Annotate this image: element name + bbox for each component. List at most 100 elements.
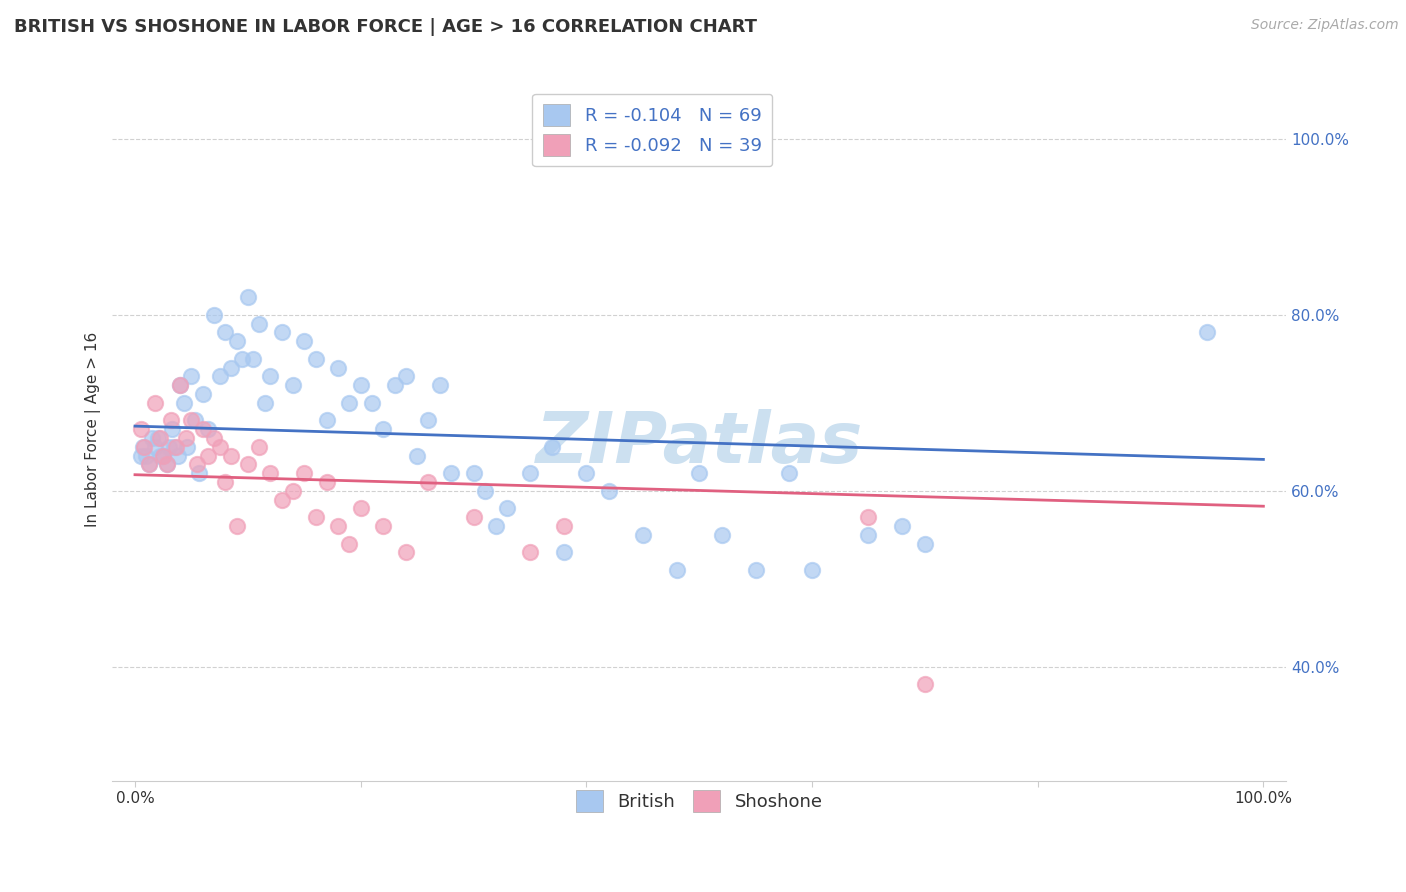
Point — [519, 545, 541, 559]
Point — [519, 466, 541, 480]
Point — [418, 475, 440, 489]
Point — [858, 510, 880, 524]
Point — [496, 501, 519, 516]
Point — [191, 422, 214, 436]
Point — [132, 440, 155, 454]
Point — [281, 483, 304, 498]
Point — [180, 369, 202, 384]
Point — [155, 458, 177, 472]
Point — [373, 422, 395, 436]
Point — [292, 334, 315, 349]
Point — [143, 396, 166, 410]
Point — [270, 326, 292, 340]
Point — [337, 536, 360, 550]
Point — [160, 422, 183, 436]
Point — [208, 369, 231, 384]
Point — [166, 449, 188, 463]
Point — [598, 483, 620, 498]
Point — [914, 536, 936, 550]
Point — [184, 413, 207, 427]
Point — [129, 422, 152, 436]
Point — [214, 326, 236, 340]
Point — [188, 466, 211, 480]
Point — [326, 360, 349, 375]
Point — [418, 413, 440, 427]
Point — [1195, 326, 1218, 340]
Point — [163, 440, 186, 454]
Point — [214, 475, 236, 489]
Point — [463, 510, 485, 524]
Text: Source: ZipAtlas.com: Source: ZipAtlas.com — [1251, 18, 1399, 32]
Point — [304, 510, 326, 524]
Point — [169, 378, 191, 392]
Point — [197, 449, 219, 463]
Point — [202, 308, 225, 322]
Text: BRITISH VS SHOSHONE IN LABOR FORCE | AGE > 16 CORRELATION CHART: BRITISH VS SHOSHONE IN LABOR FORCE | AGE… — [14, 18, 756, 36]
Point — [149, 431, 172, 445]
Point — [575, 466, 598, 480]
Point — [474, 483, 496, 498]
Point — [270, 492, 292, 507]
Point — [337, 396, 360, 410]
Point — [143, 440, 166, 454]
Point — [169, 378, 191, 392]
Point — [891, 519, 914, 533]
Point — [197, 422, 219, 436]
Point — [149, 449, 172, 463]
Point — [350, 501, 373, 516]
Point — [236, 290, 259, 304]
Legend: British, Shoshone: British, Shoshone — [564, 778, 835, 825]
Point — [219, 360, 242, 375]
Point — [373, 519, 395, 533]
Point — [247, 440, 270, 454]
Point — [165, 440, 187, 454]
Point — [157, 440, 180, 454]
Point — [688, 466, 710, 480]
Point — [219, 449, 242, 463]
Point — [160, 413, 183, 427]
Point — [631, 527, 654, 541]
Point — [231, 351, 253, 366]
Point — [361, 396, 384, 410]
Point — [202, 431, 225, 445]
Point — [395, 369, 418, 384]
Point — [138, 458, 160, 472]
Point — [155, 458, 177, 472]
Point — [665, 563, 688, 577]
Point — [553, 545, 575, 559]
Text: ZIPatlas: ZIPatlas — [536, 409, 863, 478]
Point — [259, 369, 281, 384]
Point — [406, 449, 429, 463]
Point — [173, 396, 195, 410]
Point — [315, 413, 337, 427]
Point — [138, 458, 160, 472]
Point — [152, 449, 174, 463]
Point — [553, 519, 575, 533]
Point — [326, 519, 349, 533]
Point — [129, 449, 152, 463]
Point — [304, 351, 326, 366]
Point — [247, 317, 270, 331]
Point — [744, 563, 766, 577]
Point — [429, 378, 451, 392]
Point — [281, 378, 304, 392]
Point — [176, 440, 198, 454]
Point — [292, 466, 315, 480]
Point — [191, 387, 214, 401]
Point — [225, 519, 247, 533]
Point — [914, 677, 936, 691]
Point — [208, 440, 231, 454]
Point — [259, 466, 281, 480]
Point — [152, 449, 174, 463]
Point — [146, 431, 169, 445]
Point — [463, 466, 485, 480]
Point — [485, 519, 508, 533]
Point — [253, 396, 276, 410]
Point — [174, 431, 197, 445]
Point — [135, 449, 157, 463]
Point — [350, 378, 373, 392]
Point — [384, 378, 406, 392]
Point — [858, 527, 880, 541]
Point — [778, 466, 800, 480]
Point — [132, 440, 155, 454]
